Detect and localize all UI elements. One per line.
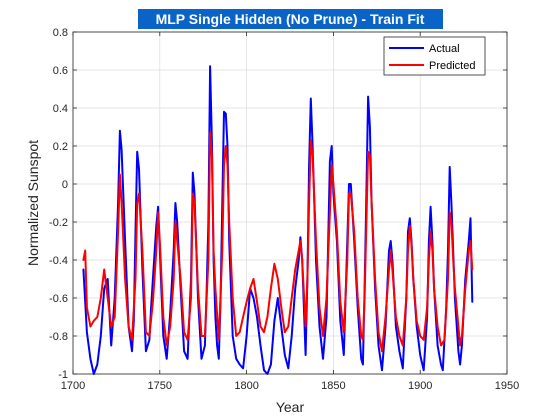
- y-axis-label: Normalized Sunspot: [25, 140, 41, 266]
- plot-border: [72, 31, 508, 375]
- legend-label-actual: Actual: [429, 43, 460, 55]
- y-tick-label: 0.8: [53, 27, 68, 39]
- tick-labels: 1700 1750 1800 1850 1900 1950 -1 -0.8 -0.6 -0.4 -0…: [49, 27, 519, 392]
- x-tick-label: 1850: [321, 380, 345, 392]
- y-tick-label: 0: [62, 179, 68, 191]
- y-tick-label: -0.2: [49, 217, 68, 229]
- y-tick-label: -0.4: [49, 255, 68, 267]
- legend-box: [383, 36, 486, 76]
- x-tick-label: 1800: [234, 380, 258, 392]
- chart-title: MLP Single Hidden (No Prune) - Train Fit: [156, 11, 425, 27]
- y-tick-label: 0.6: [53, 65, 68, 77]
- axis-ticks: [72, 31, 508, 375]
- y-tick-label: -0.6: [49, 293, 68, 305]
- x-tick-label: 1750: [148, 380, 172, 392]
- chart-title-background: [138, 9, 443, 29]
- legend: Actual Predicted: [383, 36, 486, 76]
- x-axis-label: Year: [276, 399, 305, 415]
- x-tick-label: 1950: [495, 380, 519, 392]
- x-tick-label: 1700: [61, 380, 85, 392]
- x-tick-label: 1900: [408, 380, 432, 392]
- y-tick-label: -0.8: [49, 331, 68, 343]
- series-layer: [82, 65, 474, 375]
- series-line-predicted: [82, 131, 474, 353]
- y-tick-label: -1: [58, 369, 68, 381]
- chart-title-group: MLP Single Hidden (No Prune) - Train Fit: [138, 9, 443, 29]
- y-tick-label: 0.4: [53, 103, 68, 115]
- y-tick-label: 0.2: [53, 141, 68, 153]
- legend-label-predicted: Predicted: [429, 60, 475, 72]
